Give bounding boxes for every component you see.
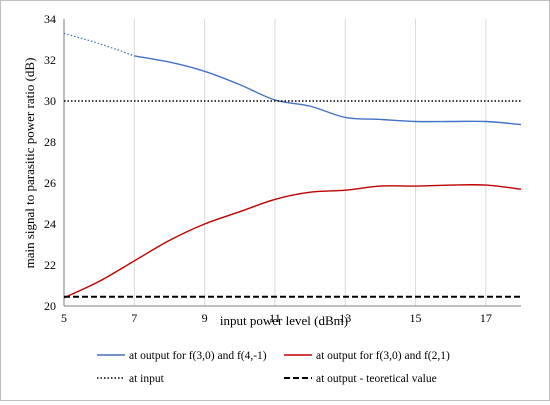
series-line-1 [63, 184, 522, 299]
tick-labels: 5 7 9 11 13 15 17 20 22 24 26 28 30 32 34 [44, 12, 492, 325]
x-tick-label: 13 [339, 311, 351, 325]
legend-entry-label: at output for f(3,0) and f(2,1) [316, 350, 450, 362]
legend-entry-label: at output - teoretical value [316, 373, 437, 385]
x-tick-label: 5 [61, 311, 67, 325]
grid-lines [133, 19, 487, 306]
legend-entry-label: at input [129, 373, 165, 385]
axes [63, 19, 521, 307]
x-axis-title: input power level (dBm) [220, 313, 348, 328]
legend: at output for f(3,0) and f(4,-1) at outpu… [97, 350, 450, 385]
series-layer [63, 32, 522, 299]
y-tick-label: 34 [44, 12, 56, 26]
x-tick-label: 15 [410, 311, 422, 325]
y-tick-label: 22 [44, 258, 56, 272]
x-tick-label: 11 [269, 311, 281, 325]
legend-entry-label: at output for f(3,0) and f(4,-1) [129, 350, 267, 362]
y-tick-label: 28 [44, 135, 56, 149]
y-tick-label: 32 [44, 53, 56, 67]
y-tick-label: 26 [44, 176, 56, 190]
y-tick-label: 24 [44, 217, 56, 231]
y-tick-label: 30 [44, 94, 56, 108]
series-line-0-extrapolated [63, 32, 135, 57]
x-tick-label: 7 [131, 311, 137, 325]
y-tick-label: 20 [44, 299, 56, 313]
series-line-0 [134, 55, 522, 126]
y-axis-title: main signal to parasitic power ratio (dB… [22, 58, 37, 269]
x-tick-label: 9 [202, 311, 208, 325]
x-tick-label: 17 [480, 311, 492, 325]
